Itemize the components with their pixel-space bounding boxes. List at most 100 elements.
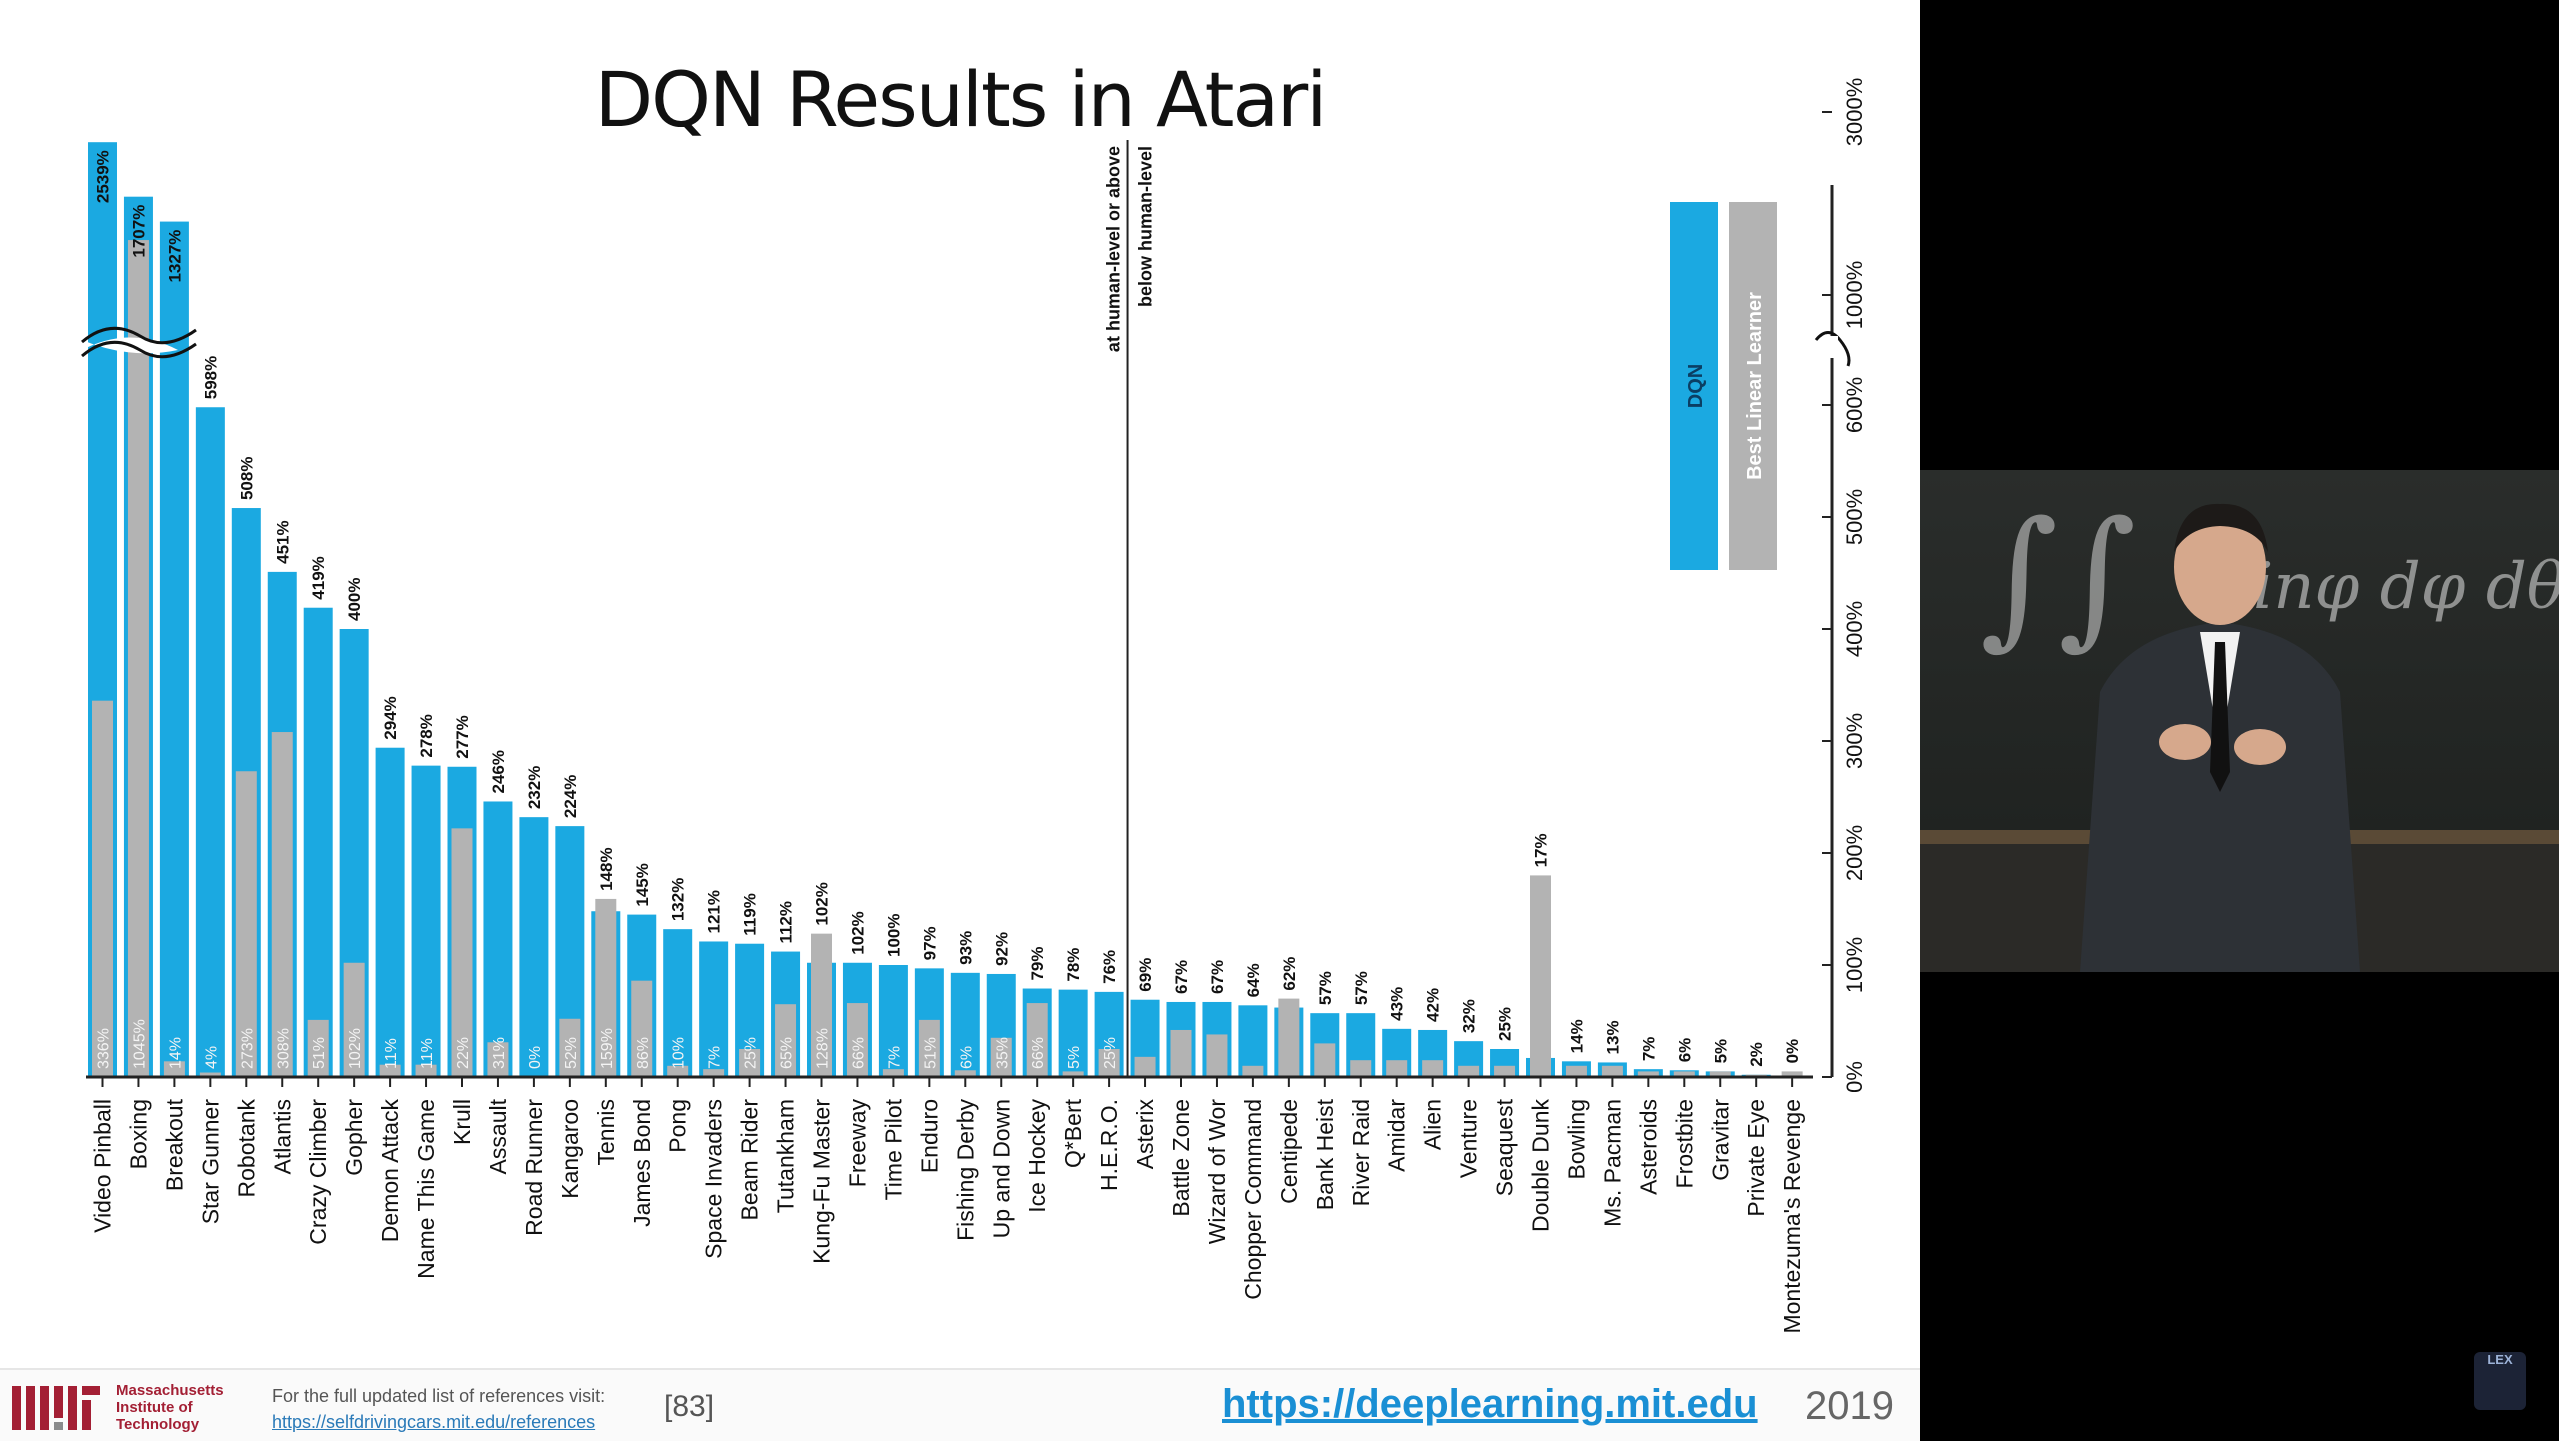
reference-text: For the full updated list of references … — [272, 1386, 606, 1406]
x-tick-label: Freeway — [844, 1099, 870, 1188]
dqn-bar — [375, 747, 405, 1077]
dqn-value-label: 119% — [741, 893, 760, 936]
x-tick-label: Frostbite — [1671, 1099, 1697, 1188]
x-tick-label: Wizard of Wor — [1204, 1099, 1230, 1245]
linear-bar — [1350, 1060, 1372, 1077]
linear-bar — [1134, 1056, 1156, 1077]
linear-value-label: 25% — [743, 1037, 760, 1069]
linear-value-label: 31% — [491, 1037, 508, 1069]
linear-bar — [235, 771, 257, 1077]
linear-bar — [1637, 1071, 1659, 1077]
dqn-bar — [1238, 1005, 1268, 1077]
dqn-value-label: 2539% — [94, 150, 113, 203]
dqn-value-label: 67% — [1172, 960, 1191, 994]
dqn-bar — [411, 765, 441, 1077]
dqn-bar — [483, 801, 513, 1077]
dqn-value-label: 102% — [848, 911, 867, 954]
dqn-value-label: 145% — [633, 863, 652, 906]
dqn-value-label: 62% — [1280, 957, 1299, 991]
linear-bar — [1026, 1003, 1048, 1077]
dqn-value-label: 17% — [1532, 833, 1551, 867]
site-link[interactable]: https://deeplearning.mit.edu — [1222, 1382, 1758, 1426]
x-tick-label: Video Pinball — [90, 1099, 116, 1233]
x-tick-label: Enduro — [916, 1099, 942, 1173]
reference-link[interactable]: https://selfdrivingcars.mit.edu/referenc… — [272, 1412, 596, 1432]
x-tick-label: H.E.R.O. — [1096, 1099, 1122, 1191]
y-tick-label: 200% — [1842, 825, 1867, 881]
lecture-video[interactable]: ∫∫ sinφ dφ dθ — [1920, 470, 2559, 972]
x-tick-label: Ms. Pacman — [1599, 1099, 1625, 1227]
linear-bar — [127, 240, 149, 1078]
x-tick-label: Kangaroo — [557, 1099, 583, 1199]
dqn-value-label: 100% — [884, 914, 903, 957]
dqn-value-label: 78% — [1064, 948, 1083, 982]
dqn-bar — [699, 941, 729, 1077]
dqn-value-label: 76% — [1100, 950, 1119, 984]
channel-watermark[interactable]: LEX — [2474, 1352, 2526, 1410]
y-tick-label: 100% — [1842, 937, 1867, 993]
x-tick-label: Gravitar — [1707, 1099, 1733, 1181]
y-tick-label: 400% — [1842, 601, 1867, 657]
x-tick-label: Asteroids — [1635, 1099, 1661, 1195]
linear-bar — [631, 980, 653, 1077]
linear-value-label: 10% — [671, 1037, 688, 1069]
x-tick-label: Breakout — [161, 1098, 187, 1191]
linear-value-label: 35% — [994, 1037, 1011, 1069]
x-tick-label: Centipede — [1276, 1099, 1302, 1204]
x-tick-label: Name This Game — [413, 1099, 439, 1279]
linear-value-label: 6% — [958, 1046, 975, 1069]
linear-bar — [1601, 1065, 1623, 1077]
x-tick-label: Battle Zone — [1168, 1099, 1194, 1217]
axis-break-line — [81, 340, 197, 359]
dqn-value-label: 79% — [1028, 946, 1047, 980]
linear-bar — [1206, 1034, 1228, 1077]
linear-bar — [307, 1019, 329, 1077]
x-tick-label: Chopper Command — [1240, 1099, 1266, 1300]
y-tick-label: 600% — [1842, 377, 1867, 433]
linear-bar — [343, 962, 365, 1077]
dqn-value-label: 93% — [956, 931, 975, 965]
linear-bar — [739, 1049, 761, 1077]
linear-bar — [199, 1072, 221, 1077]
x-tick-label: Gopher — [341, 1099, 367, 1176]
linear-bar — [918, 1019, 940, 1077]
dqn-value-label: 42% — [1424, 988, 1443, 1022]
x-tick-label: Atlantis — [269, 1099, 295, 1174]
dqn-value-label: 278% — [417, 714, 436, 757]
dqn-value-label: 64% — [1244, 963, 1263, 997]
linear-bar — [92, 700, 113, 1077]
dqn-value-label: 294% — [381, 696, 400, 739]
dqn-value-label: 6% — [1675, 1038, 1694, 1063]
x-tick-label: River Raid — [1348, 1099, 1374, 1206]
linear-value-label: 7% — [707, 1046, 724, 1069]
linear-value-label: 128% — [815, 1028, 832, 1069]
dqn-value-label: 508% — [237, 457, 256, 500]
linear-bar — [1098, 1049, 1120, 1077]
dqn-bar — [950, 972, 980, 1077]
x-tick-label: Tutankham — [773, 1099, 799, 1213]
dqn-value-label: 598% — [201, 356, 220, 399]
linear-bar — [846, 1003, 868, 1077]
x-tick-label: Bank Heist — [1312, 1098, 1338, 1210]
dqn-value-label: 148% — [597, 847, 616, 890]
legend-linear-label: Best Linear Learner — [1744, 292, 1766, 480]
linear-bar — [667, 1065, 689, 1077]
linear-bar — [1781, 1071, 1803, 1077]
linear-bar — [811, 933, 832, 1077]
linear-bar — [1314, 1043, 1336, 1077]
linear-bar — [1422, 1060, 1444, 1077]
x-tick-label: Assault — [485, 1098, 511, 1174]
linear-value-label: 336% — [96, 1028, 113, 1069]
linear-bar — [1673, 1071, 1695, 1077]
linear-value-label: 14% — [167, 1037, 184, 1069]
linear-value-label: 86% — [635, 1037, 652, 1069]
dqn-value-label: 57% — [1352, 971, 1371, 1005]
linear-bar — [703, 1069, 725, 1077]
linear-value-label: 159% — [599, 1028, 616, 1069]
reference-number: [83] — [664, 1390, 715, 1423]
linear-bar — [487, 1042, 509, 1077]
slide-title: DQN Results in Atari — [594, 55, 1328, 144]
dqn-value-label: 121% — [705, 890, 724, 933]
speaker — [2080, 503, 2360, 972]
x-tick-label: Seaquest — [1492, 1098, 1518, 1196]
